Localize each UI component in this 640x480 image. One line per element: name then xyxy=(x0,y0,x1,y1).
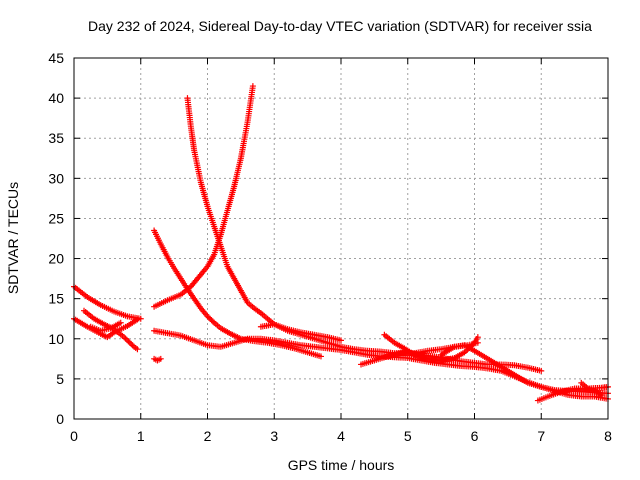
x-tick-label: 7 xyxy=(537,428,545,444)
data-point xyxy=(122,335,129,342)
y-tick-labels: 0 5 10 15 20 25 30 35 40 45 xyxy=(48,50,64,427)
x-axis-label: GPS time / hours xyxy=(288,457,395,473)
y-tick-label: 35 xyxy=(48,130,64,146)
data-point xyxy=(126,339,133,346)
x-tick-labels: 0 1 2 3 4 5 6 7 8 xyxy=(70,428,612,444)
y-tick-label: 5 xyxy=(56,371,64,387)
data-point xyxy=(209,318,216,325)
x-tick-label: 6 xyxy=(471,428,479,444)
y-tick-label: 20 xyxy=(48,251,64,267)
x-tick-label: 2 xyxy=(204,428,212,444)
x-tick-label: 8 xyxy=(604,428,612,444)
data-point xyxy=(128,341,135,348)
chart-title: Day 232 of 2024, Sidereal Day-to-day VTE… xyxy=(88,18,592,34)
data-point xyxy=(157,355,164,362)
series-arc9 xyxy=(184,95,545,374)
data-point xyxy=(598,391,605,398)
y-tick-label: 0 xyxy=(56,411,64,427)
data-point xyxy=(317,353,324,360)
data-point xyxy=(134,316,141,323)
x-tick-label: 5 xyxy=(404,428,412,444)
data-point xyxy=(123,336,130,343)
data-point xyxy=(134,346,141,353)
x-tick-label: 4 xyxy=(337,428,345,444)
series-arc4 xyxy=(87,319,124,334)
y-tick-label: 10 xyxy=(48,331,64,347)
y-tick-label: 40 xyxy=(48,90,64,106)
grid-lines xyxy=(74,58,608,419)
series-arc1 xyxy=(71,283,144,322)
series-arc5 xyxy=(151,355,164,364)
data-point xyxy=(338,337,344,344)
x-tick-label: 3 xyxy=(270,428,278,444)
data-point xyxy=(117,319,124,326)
series-arc15 xyxy=(578,379,605,398)
series-arc10 xyxy=(257,321,344,344)
series-arc7 xyxy=(151,227,324,360)
data-point xyxy=(538,367,545,374)
data-point xyxy=(249,83,256,90)
y-tick-label: 30 xyxy=(48,170,64,186)
x-tick-label: 1 xyxy=(137,428,145,444)
y-axis-label: SDTVAR / TECUs xyxy=(5,182,21,294)
y-tick-label: 45 xyxy=(48,50,64,66)
data-point xyxy=(474,334,481,341)
y-tick-label: 25 xyxy=(48,210,64,226)
data-points xyxy=(71,83,611,404)
axis-ticks xyxy=(73,57,609,420)
x-tick-label: 0 xyxy=(70,428,78,444)
data-point xyxy=(137,315,144,322)
y-tick-label: 15 xyxy=(48,291,64,307)
